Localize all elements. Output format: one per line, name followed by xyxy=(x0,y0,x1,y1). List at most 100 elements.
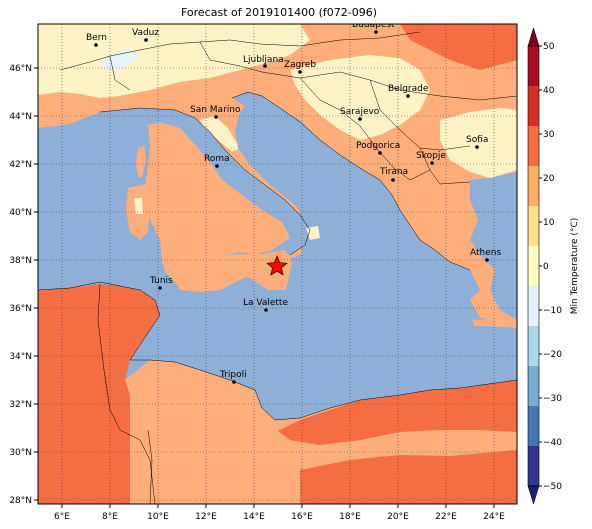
gridlines xyxy=(38,24,517,504)
colorbar-band xyxy=(528,286,539,327)
cool-lake xyxy=(100,48,140,70)
coastline-adriatic xyxy=(231,91,471,271)
y-tick-label: 30°N xyxy=(9,448,32,458)
x-tick-label: 6°E xyxy=(54,512,70,522)
warm-zone-po xyxy=(100,76,262,110)
city-label: Belgrade xyxy=(388,84,429,94)
city-label: Vaduz xyxy=(132,28,159,38)
colorbar-label: Min Temperature (°C) xyxy=(570,218,580,315)
colorbar-tick-label: 20 xyxy=(543,174,555,184)
city-dot xyxy=(264,308,268,312)
city-dot xyxy=(214,115,218,119)
city-dot xyxy=(430,161,434,165)
y-tick-label: 28°N xyxy=(9,496,32,506)
city-label: Podgorica xyxy=(356,141,400,151)
city-dot xyxy=(158,286,162,290)
city-dot xyxy=(485,258,489,262)
colorbar-band xyxy=(528,406,539,447)
city-dot xyxy=(263,64,267,68)
ionian-sea xyxy=(300,200,517,380)
colorbar-band xyxy=(528,206,539,247)
colorbar-band xyxy=(528,166,539,207)
city-dot xyxy=(391,178,395,182)
city-dot xyxy=(144,38,148,42)
colorbar-tick-label: −30 xyxy=(543,394,562,404)
y-tick-label: 38°N xyxy=(9,256,32,266)
city-label: Ljubljana xyxy=(243,55,284,65)
y-axis: 46°N 44°N 42°N 40°N 38°N 36°N 34°N 32°N … xyxy=(9,64,38,506)
map-area: Bern Vaduz Budapest Ljubljana Zagreb Bel… xyxy=(38,20,517,504)
y-tick-label: 32°N xyxy=(9,400,32,410)
colorbar-extend-min xyxy=(527,485,540,505)
star-marker xyxy=(266,255,288,276)
sardinia-mild xyxy=(134,198,143,214)
mild-zone-alps xyxy=(38,24,310,98)
x-tick-label: 10°E xyxy=(147,512,169,522)
colorbar-band xyxy=(528,446,539,487)
city-label: Sofia xyxy=(466,135,488,145)
city-dot xyxy=(358,117,362,121)
hot-zone-northeast xyxy=(400,24,517,70)
x-axis: 6°E 8°E 10°E 12°E 14°E 16°E 18°E 20°E 22… xyxy=(54,504,505,522)
x-tick-label: 16°E xyxy=(291,512,313,522)
y-tick-label: 44°N xyxy=(9,112,32,122)
city-dot xyxy=(475,145,479,149)
colorbar-band xyxy=(528,246,539,287)
crete xyxy=(472,318,517,328)
colorbar-tick-label: 30 xyxy=(543,130,555,140)
city-label: La Valette xyxy=(243,298,288,308)
y-tick-label: 36°N xyxy=(9,304,32,314)
y-tick-label: 42°N xyxy=(9,160,32,170)
city-dot xyxy=(374,30,378,34)
colorbar-band xyxy=(528,126,539,167)
colorbar-tick-label: 40 xyxy=(543,86,555,96)
x-tick-label: 14°E xyxy=(243,512,265,522)
colorbar-band xyxy=(528,326,539,367)
aegean-sea xyxy=(470,172,517,320)
x-tick-label: 18°E xyxy=(339,512,361,522)
colorbar-band xyxy=(528,86,539,127)
colorbar-tick-label: 0 xyxy=(543,262,549,272)
colorbar-tick-label: 10 xyxy=(543,218,555,228)
x-tick-label: 12°E xyxy=(195,512,217,522)
colorbar-band xyxy=(528,46,539,87)
coastline-italy xyxy=(99,107,311,256)
x-tick-label: 8°E xyxy=(102,512,118,522)
colorbar-extend-max xyxy=(527,27,540,47)
city-label: Athens xyxy=(470,248,501,258)
city-dot xyxy=(94,43,98,47)
map-frame xyxy=(37,23,518,505)
city-dot xyxy=(406,94,410,98)
mild-zone-balkans xyxy=(290,55,430,140)
city-label: San Marino xyxy=(190,105,241,115)
city-label: Roma xyxy=(204,154,230,164)
city-label: Budapest xyxy=(352,20,395,30)
city-layer: Bern Vaduz Budapest Ljubljana Zagreb Bel… xyxy=(86,20,501,384)
y-tick-label: 40°N xyxy=(9,208,32,218)
colorbar: 50 40 30 20 10 0 −10 −20 −30 −40 −50 xyxy=(527,27,562,505)
mild-zone-apennines xyxy=(200,116,240,152)
city-label: Tirana xyxy=(379,167,408,177)
city-dot xyxy=(298,70,302,74)
x-tick-label: 20°E xyxy=(387,512,409,522)
colorbar-tick-label: −40 xyxy=(543,438,562,448)
city-dot xyxy=(215,164,219,168)
hot-zone-south xyxy=(300,450,517,504)
coastline-africa xyxy=(38,281,517,421)
y-tick-label: 34°N xyxy=(9,352,32,362)
city-label: Tunis xyxy=(149,276,173,286)
map-title: Forecast of 2019101400 (f072-096) xyxy=(180,6,378,19)
colorbar-tick-label: 50 xyxy=(543,42,555,52)
mild-zone-east xyxy=(440,108,517,178)
city-label: Bern xyxy=(86,33,107,43)
city-label: Zagreb xyxy=(284,60,316,70)
colorbar-band xyxy=(528,366,539,407)
city-dot xyxy=(232,380,236,384)
city-dot xyxy=(378,151,382,155)
city-label: Sarajevo xyxy=(340,107,380,117)
corsica xyxy=(136,146,146,178)
colorbar-tick-label: −10 xyxy=(543,306,562,316)
city-label: Tripoli xyxy=(219,370,247,380)
y-tick-label: 46°N xyxy=(9,64,32,74)
